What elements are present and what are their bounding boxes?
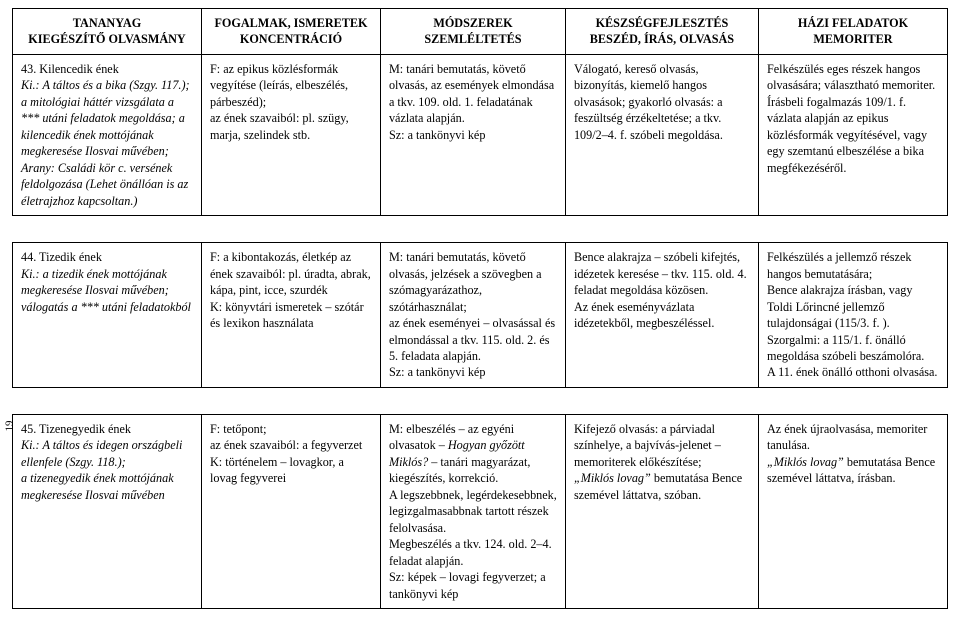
header-5-bottom: MEMORITER xyxy=(767,31,939,47)
cell-keszseg: Bence alakrajza – szóbeli kifejtés, idéz… xyxy=(565,243,758,388)
lesson-title: 45. Tizenegyedik ének xyxy=(21,421,193,437)
cell-modszerek: M: tanári bemutatás, követő olvasás, jel… xyxy=(380,243,565,388)
cell-modszerek: M: elbeszélés – az egyéni olvasatok – Ho… xyxy=(380,414,565,608)
cell-hazi: Az ének újraolvasása, memoriter tanulása… xyxy=(758,414,947,608)
header-row: TANANYAG KIEGÉSZÍTŐ OLVASMÁNY FOGALMAK, … xyxy=(13,9,948,55)
cell-fogalmak: F: az epikus közlésformák vegyítése (leí… xyxy=(202,54,381,215)
header-4-bottom: BESZÉD, ÍRÁS, OLVASÁS xyxy=(574,31,750,47)
cell-tananyag: 45. Tizenegyedik énekKi.: A táltos és id… xyxy=(13,414,202,608)
header-3-bottom: SZEMLÉLTETÉS xyxy=(389,31,557,47)
header-3-top: MÓDSZEREK xyxy=(389,15,557,31)
cell-hazi: Felkészülés eges részek hangos olvasásár… xyxy=(758,54,947,215)
header-col-4: KÉSZSÉGFEJLESZTÉS BESZÉD, ÍRÁS, OLVASÁS xyxy=(565,9,758,55)
header-5-top: HÁZI FELADATOK xyxy=(767,15,939,31)
spacer-row xyxy=(13,216,948,243)
table-row: 44. Tizedik énekKi.: a tizedik ének mott… xyxy=(13,243,948,388)
page-number: 19 xyxy=(4,421,16,432)
cell-keszseg: Kifejező olvasás: a párviadal színhelye,… xyxy=(565,414,758,608)
cell-tananyag: 43. Kilencedik énekKi.: A táltos és a bi… xyxy=(13,54,202,215)
table-row: 45. Tizenegyedik énekKi.: A táltos és id… xyxy=(13,414,948,608)
header-4-top: KÉSZSÉGFEJLESZTÉS xyxy=(574,15,750,31)
lesson-italic: Ki.: A táltos és a bika (Szgy. 117.); a … xyxy=(21,77,193,209)
cell-keszseg: Válogató, kereső olvasás, bizonyítás, ki… xyxy=(565,54,758,215)
table-row: 43. Kilencedik énekKi.: A táltos és a bi… xyxy=(13,54,948,215)
header-col-2: FOGALMAK, ISMERETEK KONCENTRÁCIÓ xyxy=(202,9,381,55)
lesson-title: 43. Kilencedik ének xyxy=(21,61,193,77)
header-2-top: FOGALMAK, ISMERETEK xyxy=(210,15,372,31)
lesson-italic: Ki.: A táltos és idegen országbeli ellen… xyxy=(21,437,193,503)
header-2-bottom: KONCENTRÁCIÓ xyxy=(210,31,372,47)
cell-fogalmak: F: a kibontakozás, életkép az ének szava… xyxy=(202,243,381,388)
cell-tananyag: 44. Tizedik énekKi.: a tizedik ének mott… xyxy=(13,243,202,388)
lesson-title: 44. Tizedik ének xyxy=(21,249,193,265)
lesson-italic: Ki.: a tizedik ének mottójának megkeresé… xyxy=(21,266,193,315)
header-1-bottom: KIEGÉSZÍTŐ OLVASMÁNY xyxy=(21,31,193,47)
cell-modszerek: M: tanári bemutatás, követő olvasás, az … xyxy=(380,54,565,215)
cell-fogalmak: F: tetőpont;az ének szavaiból: a fegyver… xyxy=(202,414,381,608)
cell-hazi: Felkészülés a jellemző részek hangos bem… xyxy=(758,243,947,388)
header-col-5: HÁZI FELADATOK MEMORITER xyxy=(758,9,947,55)
header-col-3: MÓDSZEREK SZEMLÉLTETÉS xyxy=(380,9,565,55)
page: 19 TANANYAG KIEGÉSZÍTŐ OLVASMÁNY FOGALMA… xyxy=(0,0,960,617)
header-col-1: TANANYAG KIEGÉSZÍTŐ OLVASMÁNY xyxy=(13,9,202,55)
header-1-top: TANANYAG xyxy=(21,15,193,31)
table-body: 43. Kilencedik énekKi.: A táltos és a bi… xyxy=(13,54,948,608)
spacer-row xyxy=(13,387,948,414)
curriculum-table: TANANYAG KIEGÉSZÍTŐ OLVASMÁNY FOGALMAK, … xyxy=(12,8,948,609)
